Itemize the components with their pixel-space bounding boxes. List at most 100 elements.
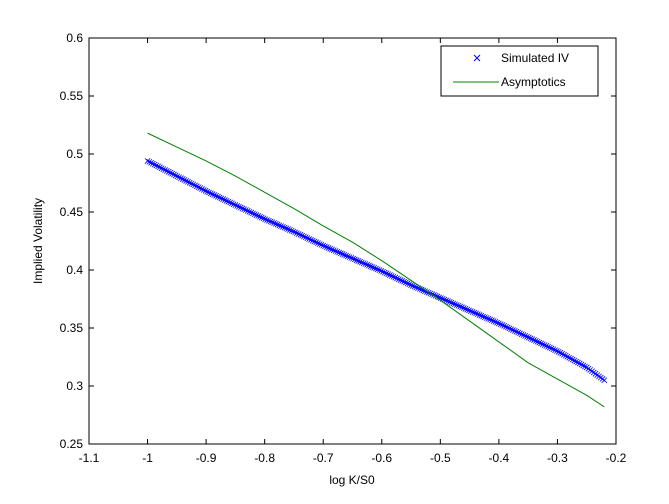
data-point-marker	[546, 344, 553, 351]
data-point-marker	[302, 234, 309, 241]
data-point-marker	[490, 318, 497, 324]
data-point-marker	[466, 307, 472, 314]
data-point-marker	[499, 322, 506, 328]
data-point-marker	[167, 169, 174, 176]
data-point-marker	[278, 223, 284, 229]
data-point-marker	[488, 317, 495, 324]
data-point-marker	[520, 332, 527, 338]
data-point-marker	[248, 209, 255, 216]
data-point-marker	[306, 236, 313, 242]
data-point-marker	[497, 321, 504, 328]
data-point-marker	[496, 320, 502, 327]
data-point-marker	[485, 315, 492, 322]
y-tick-label: 0.4	[66, 263, 83, 277]
data-point-marker	[265, 217, 272, 224]
data-point-marker	[582, 363, 588, 370]
data-point-marker	[279, 223, 286, 230]
data-point-marker	[283, 225, 290, 232]
data-point-marker	[185, 178, 191, 185]
data-point-marker	[357, 258, 363, 265]
data-point-marker	[380, 268, 386, 275]
data-point-marker	[308, 236, 314, 243]
data-point-marker	[399, 278, 406, 284]
data-point-marker	[172, 172, 179, 179]
data-point-marker	[202, 187, 209, 194]
data-point-marker	[244, 208, 251, 214]
data-point-marker	[385, 271, 392, 278]
data-point-marker	[436, 294, 443, 301]
data-point-marker	[508, 326, 515, 333]
data-point-marker	[334, 248, 341, 255]
data-point-marker	[250, 210, 256, 217]
data-point-marker	[510, 327, 516, 333]
data-point-marker	[262, 216, 269, 223]
data-point-marker	[561, 351, 567, 358]
data-point-marker	[337, 250, 344, 257]
data-point-marker	[213, 192, 219, 199]
data-point-marker	[148, 159, 154, 166]
data-point-marker	[211, 192, 218, 198]
x-tick-label: -0.8	[254, 451, 275, 465]
data-point-marker	[186, 179, 193, 186]
data-point-marker	[192, 182, 198, 189]
data-point-marker	[492, 318, 499, 325]
data-point-marker	[511, 327, 518, 334]
data-point-marker	[320, 242, 327, 249]
data-point-marker	[220, 196, 226, 203]
data-point-marker	[165, 168, 172, 175]
data-point-marker	[290, 228, 297, 235]
data-point-marker	[223, 197, 230, 204]
legend: Simulated IV Asymptotics	[440, 45, 599, 97]
data-point-marker	[568, 355, 574, 362]
data-point-marker	[267, 218, 274, 225]
axis-ticks	[88, 37, 617, 445]
data-point-marker	[504, 324, 511, 331]
data-point-marker	[534, 338, 541, 345]
data-point-marker	[411, 283, 418, 290]
data-point-marker	[146, 158, 153, 165]
data-point-marker	[401, 278, 407, 285]
data-point-marker	[390, 273, 397, 280]
data-point-marker	[304, 235, 311, 242]
data-point-marker	[241, 206, 248, 213]
data-point-marker	[529, 336, 536, 343]
data-point-marker	[575, 359, 581, 366]
data-point-marker	[257, 213, 263, 220]
data-point-marker	[471, 309, 478, 316]
data-point-marker	[176, 174, 183, 181]
data-point-marker	[422, 288, 428, 295]
y-tick-label: 0.55	[60, 89, 84, 103]
data-point-marker	[218, 195, 225, 202]
data-point-marker	[216, 194, 223, 201]
data-point-marker	[292, 229, 299, 236]
data-point-marker	[476, 312, 483, 318]
data-point-marker	[297, 231, 304, 238]
data-point-marker	[555, 348, 562, 355]
data-point-marker	[253, 212, 260, 218]
data-point-marker	[506, 325, 513, 332]
data-point-marker	[527, 335, 534, 342]
data-point-marker	[536, 339, 543, 346]
data-point-marker	[285, 226, 291, 233]
data-point-marker	[315, 240, 321, 247]
data-point-marker	[339, 251, 346, 257]
data-point-marker	[272, 220, 279, 227]
data-point-marker	[462, 305, 469, 312]
data-point-marker	[323, 244, 330, 251]
data-point-marker	[171, 171, 177, 178]
data-point-marker	[360, 260, 367, 267]
x-tick-label: -0.7	[313, 451, 334, 465]
data-point-marker	[550, 346, 557, 353]
legend-label-simulated-iv: Simulated IV	[501, 51, 569, 65]
x-tick-label: -1	[142, 451, 153, 465]
series-asymptotics	[147, 132, 605, 408]
data-point-marker	[358, 259, 365, 266]
data-point-marker	[367, 263, 374, 270]
x-tick-label: -0.3	[547, 451, 568, 465]
data-point-marker	[293, 230, 300, 236]
data-point-marker	[578, 361, 585, 368]
data-point-marker	[355, 258, 362, 264]
data-point-marker	[453, 302, 460, 308]
data-point-marker	[571, 357, 578, 364]
data-point-marker	[503, 323, 509, 330]
